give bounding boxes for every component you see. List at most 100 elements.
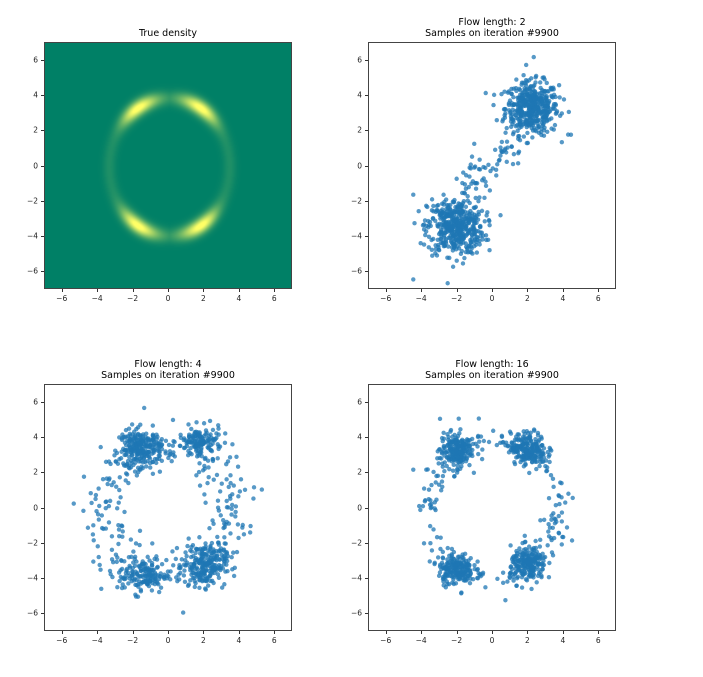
- x-tick-label: 2: [525, 294, 530, 303]
- x-tick-label: 2: [201, 294, 206, 303]
- y-tick-mark: [41, 507, 44, 509]
- x-tick-label: 0: [489, 294, 495, 303]
- y-tick-label: 6: [33, 397, 38, 407]
- y-tick-label: −6: [26, 266, 38, 276]
- y-tick-label: 6: [357, 55, 362, 65]
- y-tick-mark: [365, 507, 368, 509]
- y-tick-mark: [41, 94, 44, 96]
- y-tick-mark: [41, 613, 44, 615]
- y-tick-mark: [365, 472, 368, 474]
- x-tick-label: −4: [91, 294, 103, 303]
- y-tick-label: 0: [357, 161, 362, 170]
- y-tick-mark: [365, 401, 368, 403]
- x-tick-mark: [421, 289, 423, 292]
- scatter-axes: [44, 384, 292, 631]
- y-tick-mark: [365, 578, 368, 580]
- y-tick-label: −6: [26, 608, 38, 618]
- y-tick-mark: [41, 578, 44, 580]
- y-tick-mark: [41, 59, 44, 61]
- x-tick-label: 2: [525, 636, 530, 645]
- x-tick-label: 4: [236, 294, 242, 303]
- x-tick-label: −6: [56, 636, 68, 645]
- y-tick-label: 2: [357, 125, 362, 135]
- y-tick-label: 6: [33, 55, 38, 65]
- x-tick-label: 6: [271, 294, 277, 303]
- y-tick-label: −2: [350, 196, 362, 206]
- x-tick-mark: [456, 289, 458, 292]
- scatter-points: [71, 405, 265, 615]
- x-tick-label: 4: [236, 636, 242, 645]
- x-tick-mark: [598, 631, 600, 634]
- x-tick-mark: [203, 289, 205, 292]
- x-tick-label: −2: [451, 636, 463, 645]
- y-tick-mark: [365, 542, 368, 544]
- x-tick-label: −4: [415, 294, 427, 303]
- y-tick-label: −2: [26, 196, 38, 206]
- y-tick-label: 0: [33, 161, 38, 170]
- x-tick-mark: [97, 289, 99, 292]
- y-tick-mark: [41, 542, 44, 544]
- x-tick-label: 0: [489, 636, 495, 645]
- x-tick-mark: [385, 289, 387, 292]
- x-tick-mark: [61, 289, 63, 292]
- x-tick-label: −2: [451, 294, 463, 303]
- x-tick-label: 6: [271, 636, 277, 645]
- y-tick-mark: [41, 472, 44, 474]
- y-tick-mark: [365, 94, 368, 96]
- y-tick-label: 4: [33, 432, 38, 442]
- heatmap-axes: [44, 42, 292, 289]
- x-tick-mark: [132, 289, 134, 292]
- y-tick-mark: [41, 271, 44, 273]
- x-tick-label: −6: [56, 294, 68, 303]
- y-tick-mark: [365, 165, 368, 167]
- x-tick-mark: [203, 631, 205, 634]
- x-tick-label: 4: [560, 294, 566, 303]
- y-tick-mark: [365, 271, 368, 273]
- y-tick-label: −6: [350, 608, 362, 618]
- x-tick-mark: [492, 289, 493, 292]
- y-tick-label: 2: [33, 467, 38, 477]
- y-tick-label: −4: [350, 231, 362, 241]
- x-tick-label: 2: [201, 636, 206, 645]
- scatter-points: [411, 54, 574, 286]
- y-tick-mark: [365, 200, 368, 202]
- x-tick-mark: [274, 631, 276, 634]
- x-tick-mark: [421, 631, 423, 634]
- x-tick-label: −4: [91, 636, 103, 645]
- y-tick-label: 6: [357, 397, 362, 407]
- y-tick-mark: [41, 436, 44, 438]
- y-tick-mark: [365, 613, 368, 615]
- y-tick-mark: [365, 59, 368, 61]
- scatter-axes: [368, 384, 616, 631]
- y-tick-mark: [41, 130, 44, 132]
- x-tick-label: 0: [165, 636, 171, 645]
- x-tick-mark: [598, 289, 600, 292]
- x-tick-mark: [168, 289, 169, 292]
- x-tick-mark: [562, 289, 564, 292]
- scatter-points: [411, 416, 575, 603]
- y-tick-label: −6: [350, 266, 362, 276]
- y-tick-mark: [365, 236, 368, 238]
- chart-title: Flow length: 2 Samples on iteration #990…: [425, 17, 559, 39]
- y-tick-mark: [365, 130, 368, 132]
- x-tick-mark: [562, 631, 564, 634]
- y-tick-label: 0: [33, 503, 38, 512]
- y-tick-label: −4: [350, 573, 362, 583]
- scatter-axes: [368, 42, 616, 289]
- x-tick-label: −2: [127, 636, 139, 645]
- y-tick-mark: [41, 200, 44, 202]
- y-tick-label: 4: [33, 90, 38, 100]
- x-tick-mark: [527, 631, 529, 634]
- y-tick-mark: [41, 236, 44, 238]
- chart-title: Flow length: 4 Samples on iteration #990…: [101, 359, 235, 381]
- x-tick-label: 4: [560, 636, 566, 645]
- y-tick-mark: [41, 401, 44, 403]
- x-tick-mark: [492, 631, 493, 634]
- chart-title: True density: [138, 28, 198, 39]
- y-tick-label: 4: [357, 432, 362, 442]
- x-tick-label: 6: [595, 294, 601, 303]
- y-tick-mark: [365, 436, 368, 438]
- x-tick-label: −2: [127, 294, 139, 303]
- chart-title: Flow length: 16 Samples on iteration #99…: [425, 359, 559, 381]
- x-tick-mark: [456, 631, 458, 634]
